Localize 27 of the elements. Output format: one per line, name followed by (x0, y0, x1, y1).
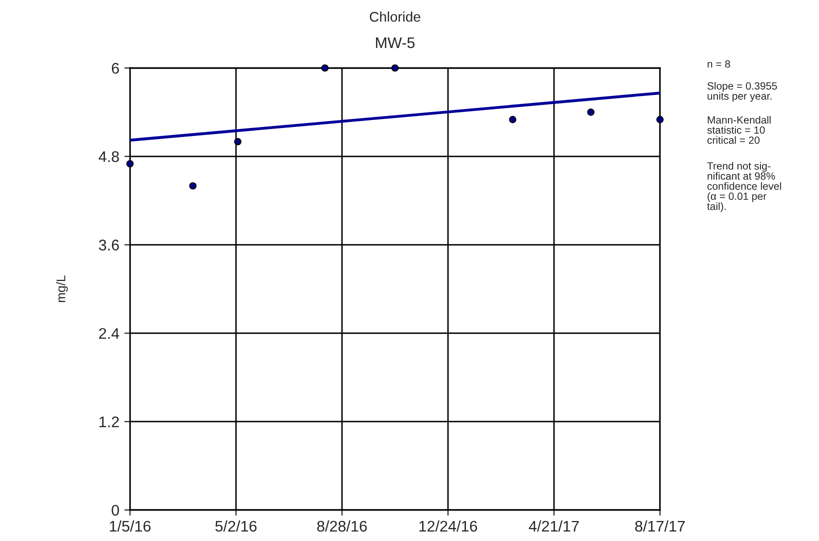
point (656, 116, 664, 124)
chart-title: Chloride (370, 12, 420, 22)
x-tick-label: 4/21/17 (528, 520, 579, 532)
x-tick-label: 12/24/16 (419, 520, 478, 532)
y-tick-label: 2.4 (99, 328, 120, 339)
point (126, 160, 134, 168)
y-tick-label: 0 (112, 504, 119, 516)
y-tick-label: 4.8 (98, 151, 119, 162)
y-axis-title: mg/L (56, 276, 68, 302)
text: n = 8 (708, 60, 730, 68)
x-tick-label: 8/17/17 (635, 520, 685, 532)
y-tick-label: 6 (112, 62, 119, 74)
text: Slope = 0.3955 units per year. (707, 82, 777, 102)
chart-subtitle: MW-5 (376, 37, 415, 48)
point (234, 138, 242, 146)
x-tick-label: 1/5/16 (110, 520, 151, 532)
y-tick-label: 1.2 (100, 416, 119, 428)
point (587, 108, 595, 116)
point (321, 64, 329, 72)
point (189, 182, 197, 190)
point (391, 64, 399, 72)
text: Trend not sig- nificant at 98% confidence level (α = 0.01 per tail). (707, 162, 782, 212)
x-tick-label: 5/2/16 (215, 520, 257, 532)
x-tick-label: 8/28/16 (317, 520, 367, 532)
point (509, 116, 516, 124)
text: Mann-Kendall statistic = 10 critical = 20 (707, 116, 771, 144)
y-tick-label: 3.6 (98, 240, 119, 250)
